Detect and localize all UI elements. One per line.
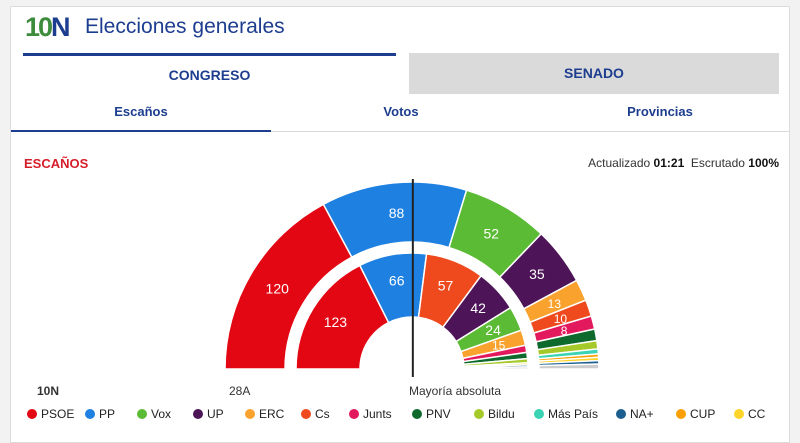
tab-senado[interactable]: SENADO [409, 53, 779, 94]
legend-label-cs: Cs [315, 407, 330, 421]
logo-10n: 10N [25, 12, 70, 42]
legend-item-psoe[interactable]: PSOE [27, 404, 74, 424]
legend-item-pnv[interactable]: PNV [412, 404, 451, 424]
seat-label-28a-cs: 57 [438, 277, 454, 293]
legend-label-bildu: Bildu [488, 407, 515, 421]
legend-item-up[interactable]: UP [193, 404, 224, 424]
tab-escanos[interactable]: Escaños [11, 94, 271, 132]
caption-inner: 28A [229, 384, 251, 398]
legend-item-bildu[interactable]: Bildu [474, 404, 515, 424]
chamber-tabs: CONGRESO SENADO [23, 53, 779, 94]
legend-label-vox: Vox [151, 407, 172, 421]
legend-dot-cup [676, 409, 686, 419]
section-title: ESCAÑOS [24, 156, 89, 171]
legend-dot-cc [734, 409, 744, 419]
legend-dot-erc [245, 409, 255, 419]
legend-item-cc[interactable]: CC [734, 404, 765, 424]
seat-label-10n-vox: 52 [484, 226, 500, 242]
header: 10N Elecciones generales [11, 7, 789, 47]
seat-label-10n-cs: 10 [554, 312, 568, 326]
updated-value: 01:21 [653, 156, 685, 170]
updated-label: Actualizado [588, 156, 651, 170]
legend-label-pnv: PNV [426, 407, 451, 421]
seat-label-28a-vox: 24 [485, 322, 501, 338]
legend-label-psoe: PSOE [41, 407, 75, 421]
seat-label-10n-junts: 8 [561, 324, 568, 338]
legend-label-mas-pais: Más País [548, 407, 599, 421]
legend-dot-psoe [27, 409, 37, 419]
legend-dot-vox [137, 409, 147, 419]
status-bar: Actualizado 01:21 Escrutado 100% [588, 156, 779, 170]
page-title: Elecciones generales [85, 15, 285, 38]
logo-num: 10 [25, 12, 53, 42]
legend-dot-na- [616, 409, 626, 419]
legend-item-vox[interactable]: Vox [137, 404, 171, 424]
legend-label-junts: Junts [363, 407, 392, 421]
legend-item-pp[interactable]: PP [85, 404, 115, 424]
legend-label-up: UP [207, 407, 224, 421]
legend-item-cs[interactable]: Cs [301, 404, 330, 424]
seat-label-10n-up: 35 [529, 266, 545, 282]
counted-label: Escrutado [690, 156, 745, 170]
legend-dot-pnv [412, 409, 422, 419]
seat-arc-28a-psoe[interactable] [295, 264, 390, 370]
tab-provincias[interactable]: Provincias [627, 104, 693, 119]
legend-item-erc[interactable]: ERC [245, 404, 284, 424]
caption-outer: 10N [37, 384, 60, 398]
seat-label-10n-erc: 13 [548, 297, 562, 311]
seat-label-28a-pp: 66 [389, 272, 405, 288]
legend-item-cup[interactable]: CUP [676, 404, 715, 424]
legend-label-erc: ERC [259, 407, 285, 421]
sub-tabs: Escaños Votos Provincias [11, 94, 789, 132]
seat-label-10n-psoe: 120 [266, 280, 290, 296]
seat-arc-10n-otros[interactable] [538, 363, 600, 370]
counted-value: 100% [748, 156, 779, 170]
seat-label-28a-erc: 15 [492, 339, 506, 353]
legend-dot-up [193, 409, 203, 419]
legend-dot-pp [85, 409, 95, 419]
legend-dot-junts [349, 409, 359, 419]
logo-letter: N [51, 12, 70, 42]
seat-label-28a-up: 42 [470, 300, 486, 316]
legend-item-na-[interactable]: NA+ [616, 404, 654, 424]
legend-item-mas-pais[interactable]: Más País [534, 404, 598, 424]
legend-dot-bildu [474, 409, 484, 419]
seat-arc-28a-otros[interactable] [463, 366, 529, 370]
seat-label-10n-pp: 88 [389, 205, 405, 221]
legend-label-cc: CC [748, 407, 766, 421]
results-card: 10N Elecciones generales CONGRESO SENADO… [10, 6, 790, 443]
legend-item-junts[interactable]: Junts [349, 404, 392, 424]
legend-label-pp: PP [99, 407, 116, 421]
legend-dot-mas-pais [534, 409, 544, 419]
tab-congreso[interactable]: CONGRESO [23, 53, 396, 94]
seat-label-28a-psoe: 123 [324, 314, 348, 330]
legend-dot-cs [301, 409, 311, 419]
legend-label-cup: CUP [690, 407, 716, 421]
caption-majority: Mayoría absoluta [409, 384, 502, 398]
legend-label-na-: NA+ [630, 407, 654, 421]
tab-votos[interactable]: Votos [383, 104, 419, 119]
